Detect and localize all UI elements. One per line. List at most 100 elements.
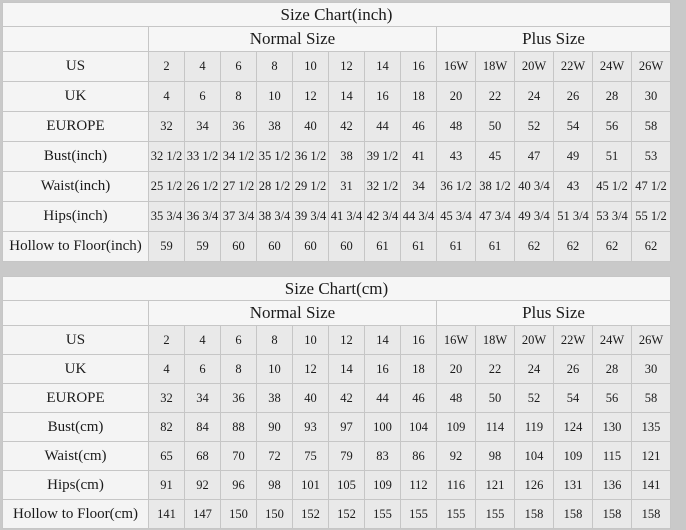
size-value-cell: 34 1/2 (220, 141, 257, 172)
size-value-cell: 27 1/2 (220, 171, 257, 202)
size-value-cell: 49 3/4 (514, 201, 554, 232)
size-value-cell: 34 (184, 383, 221, 413)
size-value-cell: 54 (553, 383, 593, 413)
size-value-cell: 24W (592, 51, 632, 82)
size-value-cell: 92 (184, 470, 221, 500)
size-value-cell: 40 (292, 111, 329, 142)
size-value-cell: 61 (364, 231, 401, 262)
corner-cell (2, 300, 149, 326)
size-value-cell: 32 (148, 111, 185, 142)
size-value-cell: 22W (553, 325, 593, 355)
size-value-cell: 61 (400, 231, 437, 262)
size-value-cell: 59 (184, 231, 221, 262)
size-value-cell: 98 (475, 441, 515, 471)
size-value-cell: 126 (514, 470, 554, 500)
size-value-cell: 6 (220, 51, 257, 82)
size-value-cell: 155 (400, 499, 437, 529)
size-value-cell: 36 (220, 111, 257, 142)
size-value-cell: 56 (592, 383, 632, 413)
size-value-cell: 8 (220, 81, 257, 112)
size-value-cell: 45 1/2 (592, 171, 632, 202)
size-value-cell: 29 1/2 (292, 171, 329, 202)
row-label: Waist(inch) (2, 171, 149, 202)
size-value-cell: 32 (148, 383, 185, 413)
size-value-cell: 141 (631, 470, 671, 500)
size-value-cell: 26 (553, 354, 593, 384)
table-row: Hips(cm) 91 92 96 98 101 105 109 112 116 121 126 131… (2, 470, 671, 500)
size-value-cell: 70 (220, 441, 257, 471)
size-value-cell: 51 3/4 (553, 201, 593, 232)
size-value-cell: 58 (631, 383, 671, 413)
size-value-cell: 8 (256, 325, 293, 355)
size-value-cell: 43 (436, 141, 476, 172)
size-value-cell: 26 (553, 81, 593, 112)
size-value-cell: 155 (436, 499, 476, 529)
size-value-cell: 28 (592, 81, 632, 112)
row-label: EUROPE (2, 383, 149, 413)
size-value-cell: 22 (475, 354, 515, 384)
size-value-cell: 16 (364, 354, 401, 384)
size-value-cell: 60 (256, 231, 293, 262)
size-value-cell: 14 (328, 81, 365, 112)
size-value-cell: 39 1/2 (364, 141, 401, 172)
size-value-cell: 109 (364, 470, 401, 500)
size-value-cell: 75 (292, 441, 329, 471)
size-value-cell: 152 (292, 499, 329, 529)
row-label: US (2, 51, 149, 82)
table-row: EUROPE 32 34 36 38 40 42 44 46 48 50 52 54 56 58 (2, 383, 671, 413)
size-value-cell: 155 (475, 499, 515, 529)
table-row: US 2 4 6 8 10 12 14 16 16W 18W 20W 22W 24W 26W (2, 51, 671, 82)
size-value-cell: 47 1/2 (631, 171, 671, 202)
size-value-cell: 26W (631, 325, 671, 355)
size-value-cell: 10 (292, 325, 329, 355)
size-value-cell: 50 (475, 383, 515, 413)
size-value-cell: 152 (328, 499, 365, 529)
size-chart-cm-table: Size Chart(cm) Normal Size Plus Size US 2 4 6 8… (2, 276, 671, 529)
size-value-cell: 88 (220, 412, 257, 442)
size-value-cell: 116 (436, 470, 476, 500)
size-value-cell: 6 (184, 354, 221, 384)
table-row: Hollow to Floor(cm) 141 147 150 150 152 152 155… (2, 499, 671, 529)
size-value-cell: 35 3/4 (148, 201, 185, 232)
size-value-cell: 97 (328, 412, 365, 442)
row-label: Hips(cm) (2, 470, 149, 500)
size-value-cell: 10 (256, 81, 293, 112)
size-chart-inch-table: Size Chart(inch) Normal Size Plus Size US 2 4… (2, 2, 671, 262)
size-value-cell: 44 (364, 383, 401, 413)
size-value-cell: 48 (436, 111, 476, 142)
size-value-cell: 39 3/4 (292, 201, 329, 232)
size-value-cell: 42 3/4 (364, 201, 401, 232)
size-value-cell: 62 (514, 231, 554, 262)
size-value-cell: 41 (400, 141, 437, 172)
size-value-cell: 36 1/2 (292, 141, 329, 172)
group-header-plus-size: Plus Size (436, 300, 671, 326)
row-label: Hollow to Floor(cm) (2, 499, 149, 529)
size-value-cell: 53 (631, 141, 671, 172)
size-value-cell: 158 (553, 499, 593, 529)
size-value-cell: 32 1/2 (364, 171, 401, 202)
size-value-cell: 104 (400, 412, 437, 442)
size-value-cell: 135 (631, 412, 671, 442)
size-value-cell: 62 (592, 231, 632, 262)
size-value-cell: 60 (328, 231, 365, 262)
size-value-cell: 44 (364, 111, 401, 142)
size-value-cell: 147 (184, 499, 221, 529)
size-value-cell: 60 (292, 231, 329, 262)
size-value-cell: 112 (400, 470, 437, 500)
size-value-cell: 50 (475, 111, 515, 142)
size-value-cell: 25 1/2 (148, 171, 185, 202)
size-value-cell: 8 (256, 51, 293, 82)
table-title: Size Chart(inch) (2, 2, 671, 27)
size-value-cell: 130 (592, 412, 632, 442)
size-value-cell: 56 (592, 111, 632, 142)
group-header-normal-size: Normal Size (148, 300, 437, 326)
size-value-cell: 8 (220, 354, 257, 384)
row-label: UK (2, 354, 149, 384)
row-label: Hips(inch) (2, 201, 149, 232)
row-label: Waist(cm) (2, 441, 149, 471)
size-value-cell: 22W (553, 51, 593, 82)
size-value-cell: 6 (220, 325, 257, 355)
size-value-cell: 124 (553, 412, 593, 442)
size-value-cell: 38 (256, 111, 293, 142)
size-value-cell: 42 (328, 383, 365, 413)
